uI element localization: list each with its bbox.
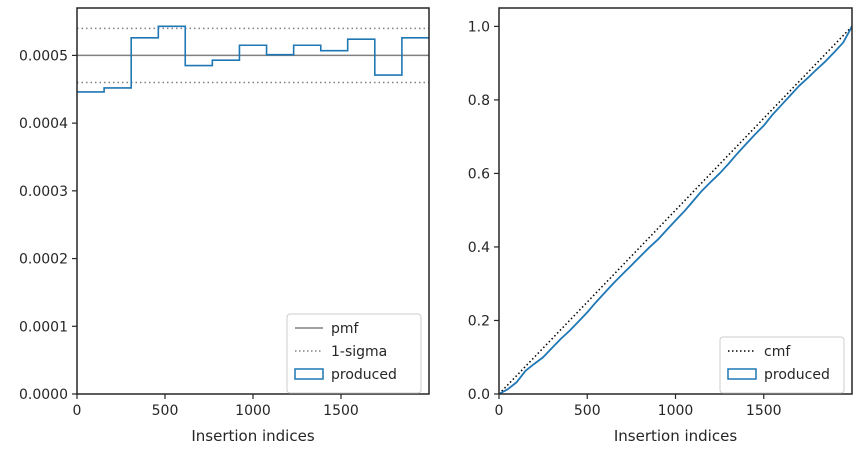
- y-tick-label: 0.4: [468, 240, 490, 256]
- legend: cmf produced: [719, 336, 845, 394]
- plot-frame: [498, 7, 853, 395]
- legend-label: cmf: [764, 344, 791, 360]
- legend-label: 1-sigma: [331, 344, 387, 360]
- x-tick-label: 1500: [323, 403, 359, 419]
- produced-line: [499, 25, 852, 394]
- y-tick-label: 0.0001: [19, 319, 68, 335]
- x-tick-label: 1500: [746, 403, 782, 419]
- x-tick-label: 1000: [658, 403, 694, 419]
- y-tick-label: 0.0: [468, 387, 490, 403]
- legend-label: produced: [764, 367, 830, 383]
- plot-frame: [76, 7, 430, 395]
- y-tick-label: 0.0004: [19, 116, 68, 132]
- legend-box: [286, 313, 422, 394]
- x-axis-label: Insertion indices: [191, 427, 314, 445]
- legend-label: pmf: [331, 321, 360, 337]
- y-tick-label: 0.0003: [19, 184, 68, 200]
- x-tick-label: 500: [574, 403, 601, 419]
- x-tick-label: 500: [152, 403, 179, 419]
- y-tick-label: 0.0005: [19, 48, 68, 64]
- x-axis-label: Insertion indices: [614, 427, 737, 445]
- y-tick-label: 0.2: [468, 313, 490, 329]
- legend: pmf 1-sigma produced: [286, 313, 422, 394]
- left-panel-histogram: 0 500 1000 1500 0.0000 0.0001 0.0002 0.0003 0.00…: [19, 7, 430, 445]
- cmf-line: [499, 25, 852, 394]
- x-tick-label: 0: [73, 403, 82, 419]
- y-tick-label: 0.6: [468, 166, 490, 182]
- legend-label: produced: [331, 367, 397, 383]
- y-tick-label: 0.0002: [19, 252, 68, 268]
- y-tick-label: 0.8: [468, 93, 490, 109]
- y-tick-label: 1.0: [468, 19, 490, 35]
- x-tick-label: 0: [495, 403, 504, 419]
- legend-swatch-produced: [727, 368, 757, 380]
- legend-swatch-produced: [294, 368, 324, 380]
- x-tick-label: 1000: [235, 403, 271, 419]
- y-tick-label: 0.0000: [19, 387, 68, 403]
- right-panel-cumulative: 0 500 1000 1500 0.0 0.2 0.4 0.6 0.8 1.0 Insertion …: [468, 7, 853, 445]
- produced-step-line: [77, 25, 429, 93]
